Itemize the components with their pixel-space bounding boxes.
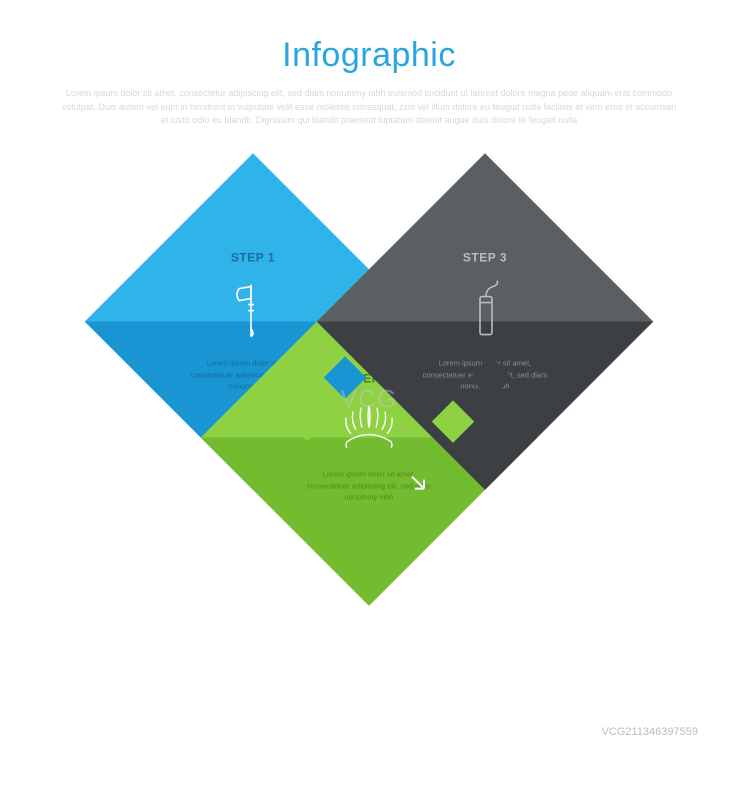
arrow-up-right-icon [542,471,566,495]
dynamite-stick-icon [467,279,503,344]
watermark-id: VCG211346397559 [602,726,698,738]
page-root: Infographic Lorem ipsum dolor sit amet, … [0,0,738,800]
page-subtitle: Lorem ipsum dolor sit amet, consectetur … [59,87,679,128]
step-3-label: Step 3 [463,251,507,265]
page-title: Infographic [0,0,738,75]
arrow-down-right-icon [406,471,430,495]
step-tile-3: Step 3 Lorem ipsum dolor sit amet, conse… [317,153,654,490]
diagram-stage: Step 1 Lorem ipsum dolor sit amet, conse… [134,203,604,673]
step-1-label: Step 1 [231,251,275,265]
